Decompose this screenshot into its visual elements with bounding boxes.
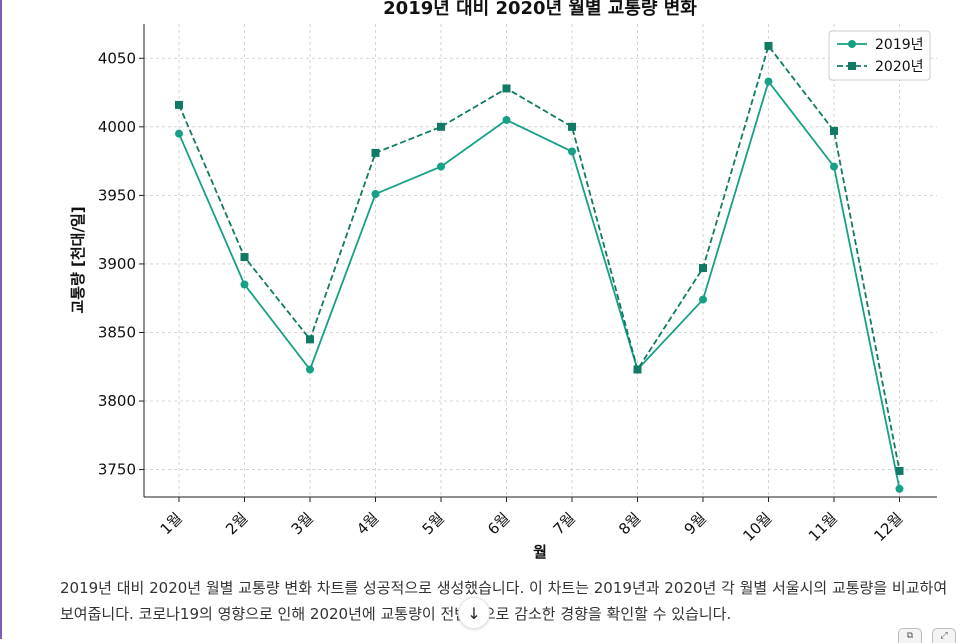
data-point-2 (437, 122, 445, 131)
data-point-1 (437, 162, 445, 171)
data-point-2 (764, 41, 773, 50)
y-tick-label: 4000 (98, 118, 136, 136)
x-axis-label: 월 (533, 543, 547, 561)
data-point-1 (502, 115, 511, 124)
data-point-2 (371, 148, 380, 157)
x-tick-label: 3월 (288, 509, 317, 538)
data-point-1 (175, 129, 183, 138)
data-point-2 (306, 335, 314, 344)
data-point-2 (502, 84, 511, 93)
x-tick-label: 5월 (419, 509, 448, 538)
data-point-1 (895, 484, 904, 493)
data-point-1 (764, 77, 773, 86)
x-tick-label: 8월 (615, 509, 644, 538)
data-point-1 (568, 147, 576, 156)
copy-button[interactable]: ⧉ (898, 628, 922, 643)
x-tick-label: 4월 (353, 509, 382, 538)
assistant-message-text: 2019년 대비 2020년 월별 교통량 변화 차트를 성공적으로 생성했습니… (60, 579, 948, 623)
x-tick-label: 10월 (739, 509, 775, 545)
expand-icon: ⤢ (940, 631, 948, 641)
y-tick-label: 4050 (98, 49, 136, 67)
series-line-1 (178, 79, 901, 489)
data-point-2 (699, 264, 707, 273)
data-point-2 (240, 253, 249, 262)
x-tick-label: 7월 (550, 509, 579, 538)
legend-label-2: 2020년 (875, 59, 924, 75)
chart-grid (144, 24, 937, 497)
chart-title: 2019년 대비 2020년 월별 교통량 변화 (383, 0, 697, 19)
data-point-2 (830, 126, 838, 135)
data-point-2 (568, 122, 576, 131)
x-tick-label: 12월 (870, 509, 906, 545)
data-point-1 (240, 280, 249, 289)
x-tick-label: 1월 (157, 509, 186, 538)
data-point-1 (306, 365, 314, 374)
x-tick-label: 6월 (484, 509, 513, 538)
data-point-2 (895, 466, 904, 475)
traffic-line-chart: 3750 3800 3850 3900 3950 4000 4050 1월 2월 3월 4월 5월 6월… (69, 0, 937, 561)
data-point-1 (371, 190, 380, 199)
data-point-1 (699, 295, 707, 304)
y-tick-label: 3950 (98, 186, 136, 204)
data-point-1 (830, 162, 838, 171)
chart-axes: 3750 3800 3850 3900 3950 4000 4050 1월 2월 3월 4월 5월 6월… (98, 24, 937, 545)
chart-legend: 2019년 2020년 (828, 30, 931, 81)
data-point-2 (633, 365, 642, 374)
copy-icon: ⧉ (906, 631, 914, 641)
legend-marker-2 (848, 62, 856, 70)
arrow-down-icon: ↓ (467, 603, 481, 623)
data-point-2 (175, 100, 183, 109)
scroll-down-button[interactable]: ↓ (458, 597, 490, 629)
x-tick-label: 11월 (805, 509, 841, 545)
legend-marker-1 (848, 40, 856, 48)
legend-label-1: 2019년 (875, 37, 924, 53)
window-edge (0, 0, 2, 639)
y-tick-label: 3850 (98, 323, 136, 341)
y-tick-label: 3900 (98, 255, 136, 273)
y-tick-label: 3800 (98, 392, 136, 410)
y-tick-label: 3750 (98, 461, 136, 479)
assistant-message: 2019년 대비 2020년 월별 교통량 변화 차트를 성공적으로 생성했습니… (60, 575, 955, 627)
y-axis-label: 교통량 [천대/일] (69, 206, 87, 313)
chart-series (175, 41, 904, 493)
expand-button[interactable]: ⤢ (932, 628, 956, 643)
x-tick-label: 9월 (681, 509, 710, 538)
x-tick-label: 2월 (222, 509, 251, 538)
series-line-2 (178, 43, 901, 472)
